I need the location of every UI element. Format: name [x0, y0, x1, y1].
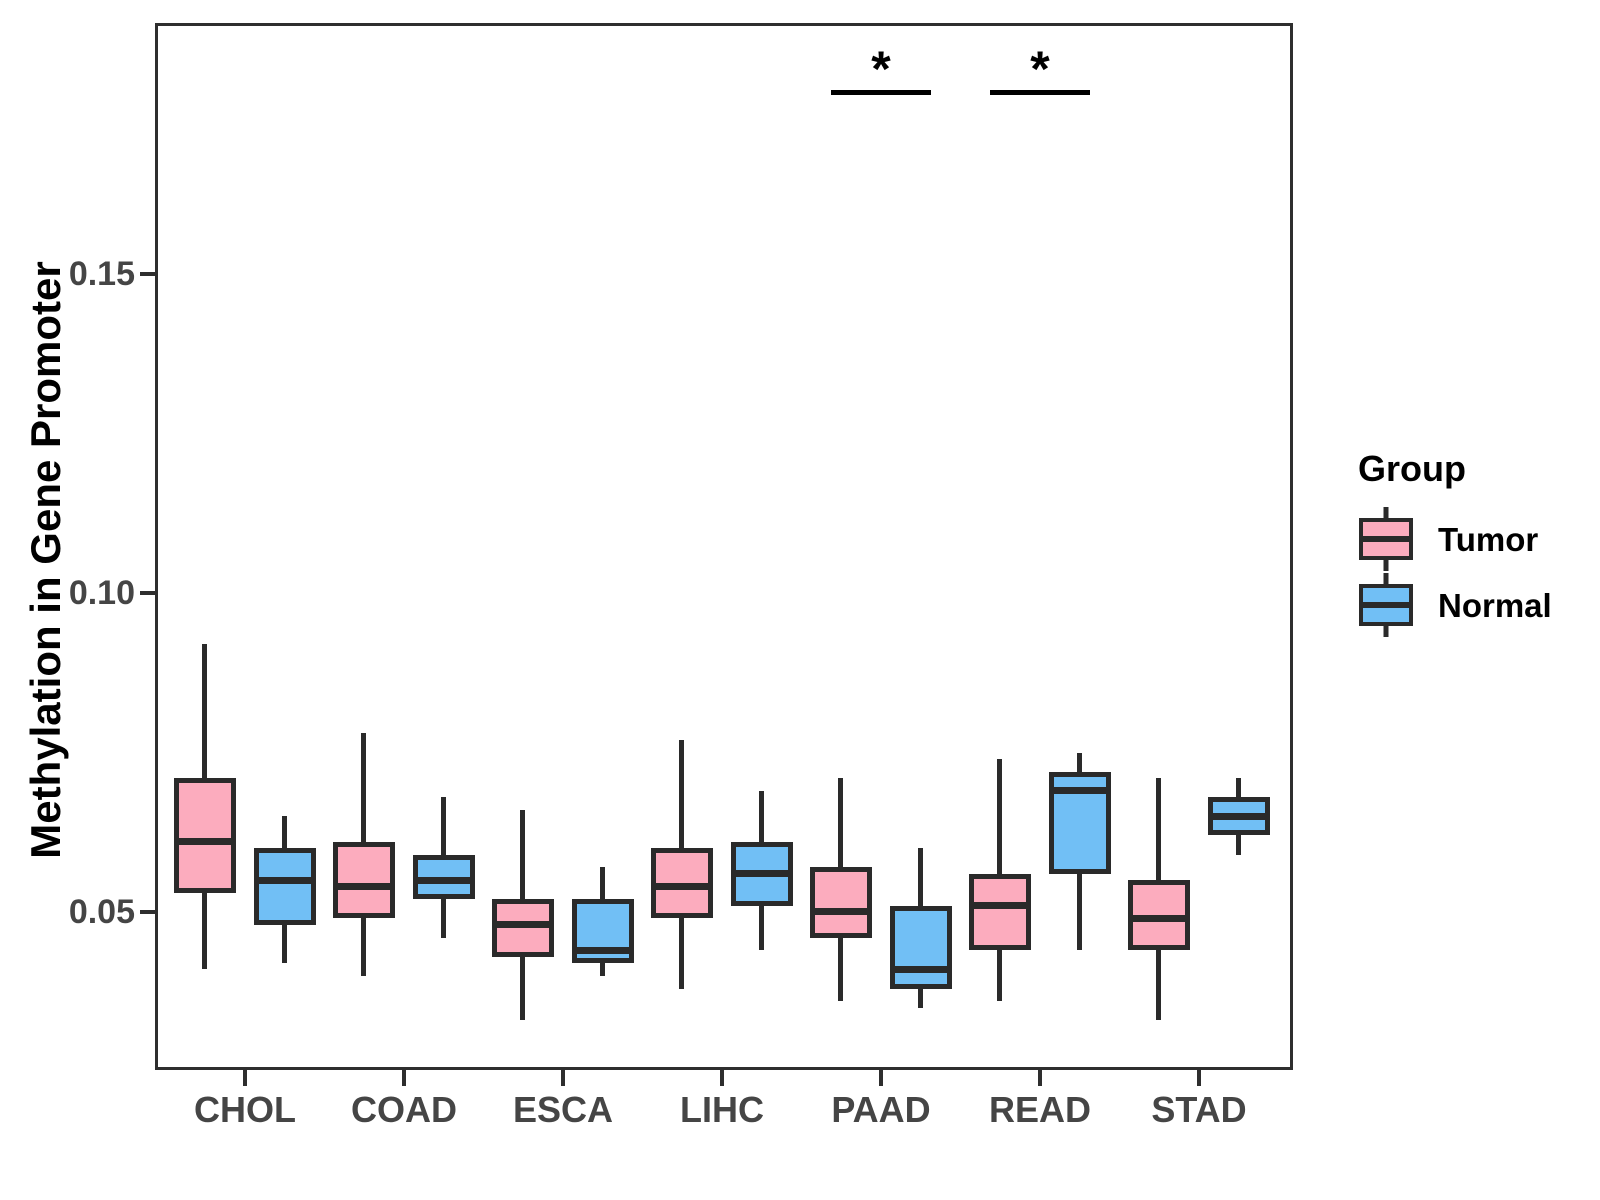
- significance-bar-read: [990, 90, 1090, 95]
- legend-label-tumor: Tumor: [1438, 520, 1539, 558]
- median-paad-normal: [895, 965, 947, 973]
- legend-item-normal: Normal: [1358, 572, 1552, 638]
- x-tick-mark: [1038, 1070, 1042, 1086]
- x-tick-label-coad: COAD: [351, 1089, 457, 1130]
- glyph-box: [1359, 518, 1413, 560]
- significance-star-read: *: [1030, 41, 1050, 97]
- box-paad-normal: [890, 905, 952, 989]
- median-lihc-normal: [736, 870, 788, 878]
- box-read-normal: [1049, 771, 1111, 874]
- median-read-tumor: [974, 902, 1026, 910]
- median-paad-tumor: [815, 908, 867, 916]
- glyph-box: [1359, 584, 1413, 626]
- y-tick-label: 0.10: [68, 574, 135, 612]
- box-coad-tumor: [333, 841, 395, 919]
- x-tick-label-esca: ESCA: [512, 1089, 614, 1130]
- x-tick-mark: [561, 1070, 565, 1086]
- panel-border: [155, 23, 1293, 1070]
- x-tick-label-chol: CHOL: [194, 1089, 296, 1130]
- box-chol-normal: [254, 848, 316, 925]
- y-tick-mark: [140, 910, 155, 914]
- box-read-tumor: [969, 873, 1031, 951]
- x-tick-mark: [1197, 1070, 1201, 1086]
- legend-item-tumor: Tumor: [1358, 506, 1552, 572]
- x-tick-label-paad: PAAD: [831, 1089, 931, 1130]
- y-tick-mark: [140, 272, 155, 276]
- median-coad-tumor: [338, 882, 390, 890]
- median-stad-tumor: [1133, 914, 1185, 922]
- box-esca-normal: [572, 899, 634, 964]
- legend-label-normal: Normal: [1438, 586, 1552, 624]
- median-coad-normal: [418, 876, 470, 884]
- box-lihc-tumor: [651, 848, 713, 919]
- median-chol-tumor: [179, 838, 231, 846]
- y-tick-label: 0.05: [68, 893, 135, 931]
- x-tick-label-lihc: LIHC: [680, 1089, 764, 1130]
- significance-bar-paad: [831, 90, 931, 95]
- glyph-median: [1363, 602, 1409, 608]
- legend: Group Tumor Normal: [1358, 448, 1552, 638]
- box-stad-normal: [1208, 797, 1270, 836]
- boxplot-glyph-tumor-icon: [1358, 507, 1414, 571]
- significance-star-paad: *: [871, 41, 891, 97]
- x-tick-label-stad: STAD: [1151, 1089, 1247, 1130]
- median-esca-tumor: [497, 921, 549, 929]
- median-lihc-tumor: [656, 882, 708, 890]
- median-stad-normal: [1213, 812, 1265, 820]
- x-tick-label-read: READ: [988, 1089, 1091, 1130]
- box-chol-tumor: [174, 778, 236, 893]
- x-tick-mark: [720, 1070, 724, 1086]
- glyph-median: [1363, 536, 1409, 542]
- boxplot-glyph-normal-icon: [1358, 573, 1414, 637]
- median-chol-normal: [259, 876, 311, 884]
- median-read-normal: [1054, 787, 1106, 795]
- x-tick-mark: [243, 1070, 247, 1086]
- y-tick-label: 0.15: [68, 255, 135, 293]
- box-stad-tumor: [1128, 880, 1190, 951]
- x-tick-mark: [879, 1070, 883, 1086]
- legend-title: Group: [1358, 448, 1466, 489]
- box-esca-tumor: [492, 899, 554, 957]
- median-esca-normal: [577, 946, 629, 954]
- box-paad-tumor: [810, 867, 872, 938]
- box-lihc-normal: [731, 841, 793, 906]
- y-tick-mark: [140, 591, 155, 595]
- box-coad-normal: [413, 854, 475, 900]
- x-tick-mark: [402, 1070, 406, 1086]
